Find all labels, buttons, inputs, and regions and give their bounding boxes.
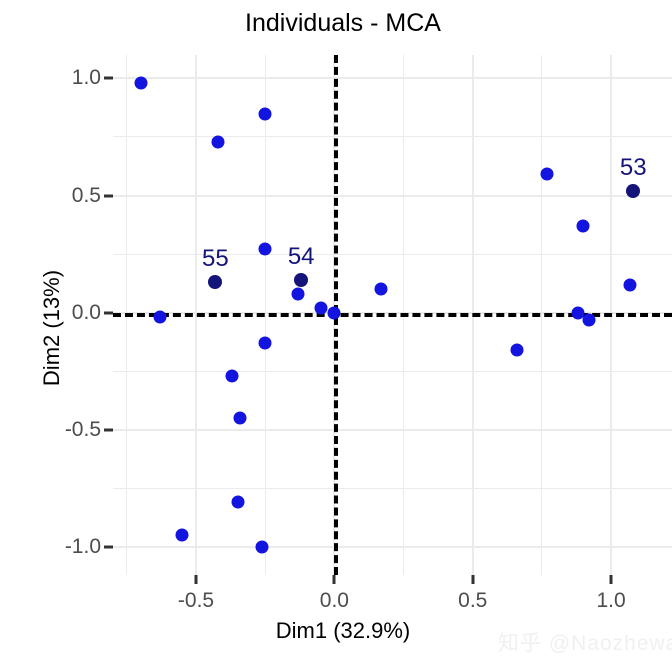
- data-point[interactable]: [211, 135, 225, 149]
- gridline-horizontal: [113, 136, 672, 138]
- data-point[interactable]: [231, 495, 245, 509]
- data-point[interactable]: [623, 278, 637, 292]
- y-tick-mark: [104, 428, 113, 432]
- data-point[interactable]: [258, 107, 272, 121]
- x-tick-label: 0.5: [458, 589, 488, 612]
- data-point[interactable]: [175, 528, 189, 542]
- data-point[interactable]: [374, 282, 388, 296]
- gridline-horizontal: [113, 545, 672, 548]
- data-point[interactable]: [291, 287, 305, 301]
- data-point[interactable]: [314, 301, 328, 315]
- x-axis-title: Dim1 (32.9%): [275, 618, 411, 643]
- reference-line-horizontal: [113, 312, 672, 317]
- data-point[interactable]: [576, 219, 590, 233]
- x-tick-mark: [609, 575, 613, 584]
- data-point[interactable]: [225, 369, 239, 383]
- y-tick-label: 0.5: [71, 183, 101, 207]
- data-point[interactable]: [571, 306, 585, 320]
- y-tick-label: 0.0: [71, 300, 101, 324]
- point-label: 55: [202, 245, 229, 273]
- gridline-horizontal: [113, 194, 672, 197]
- data-point[interactable]: [208, 275, 223, 290]
- x-tick-label: 1.0: [596, 589, 626, 612]
- point-label: 53: [619, 153, 647, 181]
- x-tick-mark: [194, 575, 198, 584]
- data-point[interactable]: [294, 272, 309, 287]
- data-point[interactable]: [134, 76, 148, 90]
- data-point[interactable]: [153, 310, 167, 324]
- gridline-horizontal: [113, 77, 672, 80]
- y-axis-title: Dim2 (13%): [39, 269, 64, 387]
- x-tick-label: 0.0: [319, 589, 349, 612]
- y-tick-mark: [104, 76, 113, 80]
- gridline-horizontal: [113, 370, 672, 372]
- data-point[interactable]: [255, 540, 269, 554]
- x-tick-mark: [471, 575, 475, 584]
- x-tick-label: -0.5: [177, 589, 215, 612]
- gridline-horizontal: [113, 487, 672, 489]
- plot-panel: 55 54 53: [113, 55, 672, 575]
- data-point[interactable]: [626, 183, 641, 198]
- y-tick-label: -0.5: [64, 417, 101, 441]
- watermark: 知乎 @Naozhewan: [498, 632, 672, 655]
- gridline-horizontal: [113, 253, 672, 255]
- data-point[interactable]: [327, 306, 341, 320]
- y-tick-label: -1.0: [64, 534, 101, 558]
- y-tick-mark: [104, 311, 113, 315]
- data-point[interactable]: [510, 343, 524, 357]
- data-point[interactable]: [233, 411, 247, 425]
- data-point[interactable]: [258, 336, 272, 350]
- y-tick-mark: [104, 194, 113, 198]
- y-tick-label: 1.0: [71, 66, 101, 90]
- page-title: Individuals - MCA: [245, 9, 441, 37]
- data-point[interactable]: [258, 242, 272, 256]
- x-tick-mark: [332, 575, 336, 584]
- data-point[interactable]: [582, 313, 596, 327]
- y-tick-mark: [104, 545, 113, 549]
- point-label: 54: [287, 242, 315, 270]
- data-point[interactable]: [540, 167, 554, 181]
- gridline-horizontal: [113, 428, 672, 431]
